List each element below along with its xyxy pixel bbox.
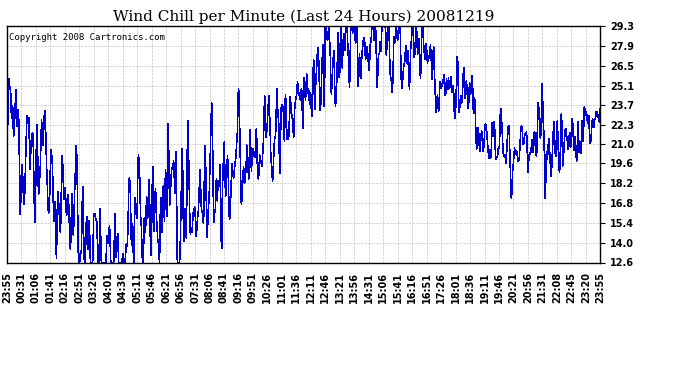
Text: Copyright 2008 Cartronics.com: Copyright 2008 Cartronics.com: [9, 33, 164, 42]
Title: Wind Chill per Minute (Last 24 Hours) 20081219: Wind Chill per Minute (Last 24 Hours) 20…: [113, 9, 494, 24]
